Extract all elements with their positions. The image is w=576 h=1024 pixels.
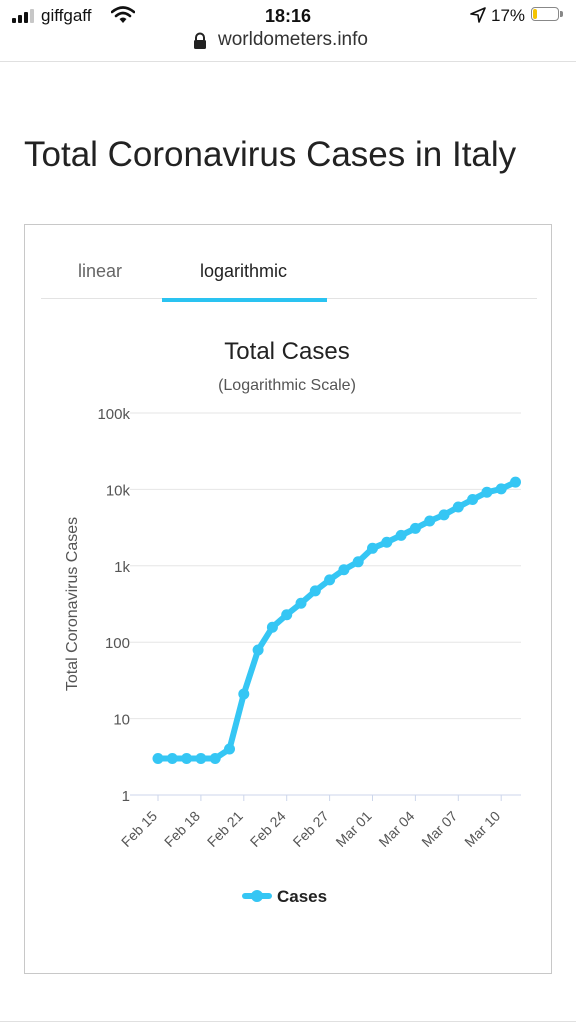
chart-card: linear logarithmic Total Cases (Logarithm… xyxy=(24,224,552,974)
battery-tip xyxy=(560,11,563,17)
data-point xyxy=(309,585,321,597)
status-bar: giffgaff 18:16 17% xyxy=(0,0,576,34)
data-point xyxy=(510,476,521,488)
signal-icon xyxy=(12,9,36,23)
location-arrow-icon xyxy=(470,7,486,23)
x-tick-label: Mar 04 xyxy=(375,808,417,850)
battery-level xyxy=(533,9,537,19)
data-point xyxy=(224,743,235,755)
data-point xyxy=(195,753,207,765)
x-tick-label: Feb 15 xyxy=(118,808,160,850)
data-point xyxy=(409,522,421,534)
y-tick-label: 10 xyxy=(113,712,130,729)
battery-percent: 17% xyxy=(491,6,526,25)
data-point xyxy=(481,486,493,498)
cases-line xyxy=(155,479,519,762)
data-point xyxy=(252,644,264,656)
tab-linear[interactable]: linear xyxy=(78,261,123,281)
clock: 18:16 xyxy=(264,6,312,26)
wifi-icon xyxy=(111,6,135,23)
data-point xyxy=(467,494,479,506)
x-tick-label: Mar 10 xyxy=(461,808,503,850)
active-tab-indicator xyxy=(162,298,327,302)
x-tick-label: Feb 27 xyxy=(290,808,332,850)
legend-marker xyxy=(251,890,263,902)
data-point xyxy=(452,501,464,513)
x-tick-label: Feb 18 xyxy=(161,808,203,850)
data-point xyxy=(281,609,293,621)
data-point xyxy=(266,621,278,633)
data-point xyxy=(152,753,164,765)
y-tick-label: 10k xyxy=(106,482,131,499)
x-tick-label: Mar 01 xyxy=(332,808,374,850)
data-point xyxy=(352,556,364,568)
divider xyxy=(0,61,576,62)
data-point xyxy=(424,515,436,527)
url-text: worldometers.info xyxy=(218,29,368,50)
data-point xyxy=(338,564,350,576)
y-tick-label: 1 xyxy=(122,788,130,805)
chart-subtitle: (Logarithmic Scale) xyxy=(218,377,356,394)
chart: Total Cases (Logarithmic Scale) 1 10 100 1k 10… xyxy=(64,338,521,906)
battery-icon xyxy=(531,7,559,21)
y-tick-label: 1k xyxy=(114,559,130,576)
lock-icon xyxy=(194,32,206,49)
data-point xyxy=(381,536,393,548)
data-point xyxy=(295,597,307,609)
data-point xyxy=(209,753,221,765)
tab-logarithmic[interactable]: logarithmic xyxy=(200,261,288,281)
data-point xyxy=(238,688,250,700)
y-tick-label: 100k xyxy=(97,406,130,423)
chart-title: Total Cases xyxy=(224,338,349,365)
data-point xyxy=(495,483,507,495)
data-point xyxy=(181,753,193,765)
x-tick-label: Feb 21 xyxy=(204,808,246,850)
x-tick-label: Mar 07 xyxy=(418,808,460,850)
page-title: Total Coronavirus Cases in Italy xyxy=(24,135,517,174)
divider xyxy=(0,1021,576,1022)
data-point xyxy=(438,509,450,521)
url-bar[interactable]: worldometers.info xyxy=(0,28,576,58)
data-point xyxy=(395,529,407,541)
data-point xyxy=(166,753,178,765)
carrier-name: giffgaff xyxy=(41,6,92,25)
legend-label-cases: Cases xyxy=(277,887,327,906)
data-point xyxy=(367,542,378,554)
y-axis-label: Total Coronavirus Cases xyxy=(64,517,81,691)
data-point xyxy=(324,574,336,586)
x-tick-label: Feb 24 xyxy=(247,808,289,850)
y-tick-label: 100 xyxy=(105,635,130,652)
